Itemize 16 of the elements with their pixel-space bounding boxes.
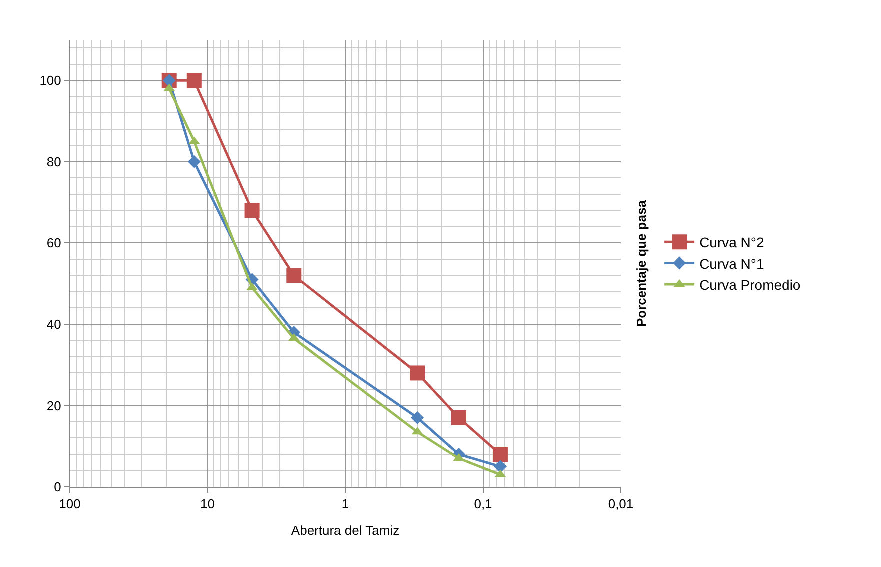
y-tick-label: 80 — [46, 154, 62, 170]
y-tick-label: 60 — [46, 236, 62, 251]
y-tick-label: 40 — [46, 317, 62, 332]
y-tick-label: 100 — [40, 73, 62, 88]
x-axis-title: Abertura del Tamiz — [291, 523, 400, 538]
x-tick-label: 10 — [200, 496, 215, 512]
legend-label: Curva N°1 — [700, 256, 765, 272]
legend-label: Curva Promedio — [700, 276, 801, 293]
y-tick-label: 0 — [54, 480, 62, 495]
x-tick-label: 0,01 — [608, 496, 634, 512]
x-tick-label: 1 — [342, 496, 350, 512]
x-tick-label: 0,1 — [474, 496, 492, 512]
y-tick-label: 20 — [46, 398, 62, 414]
legend-label: Curva N°2 — [700, 234, 765, 251]
y-axis-title: Porcentaje que pasa — [634, 200, 650, 328]
x-tick-label: 100 — [59, 496, 81, 512]
